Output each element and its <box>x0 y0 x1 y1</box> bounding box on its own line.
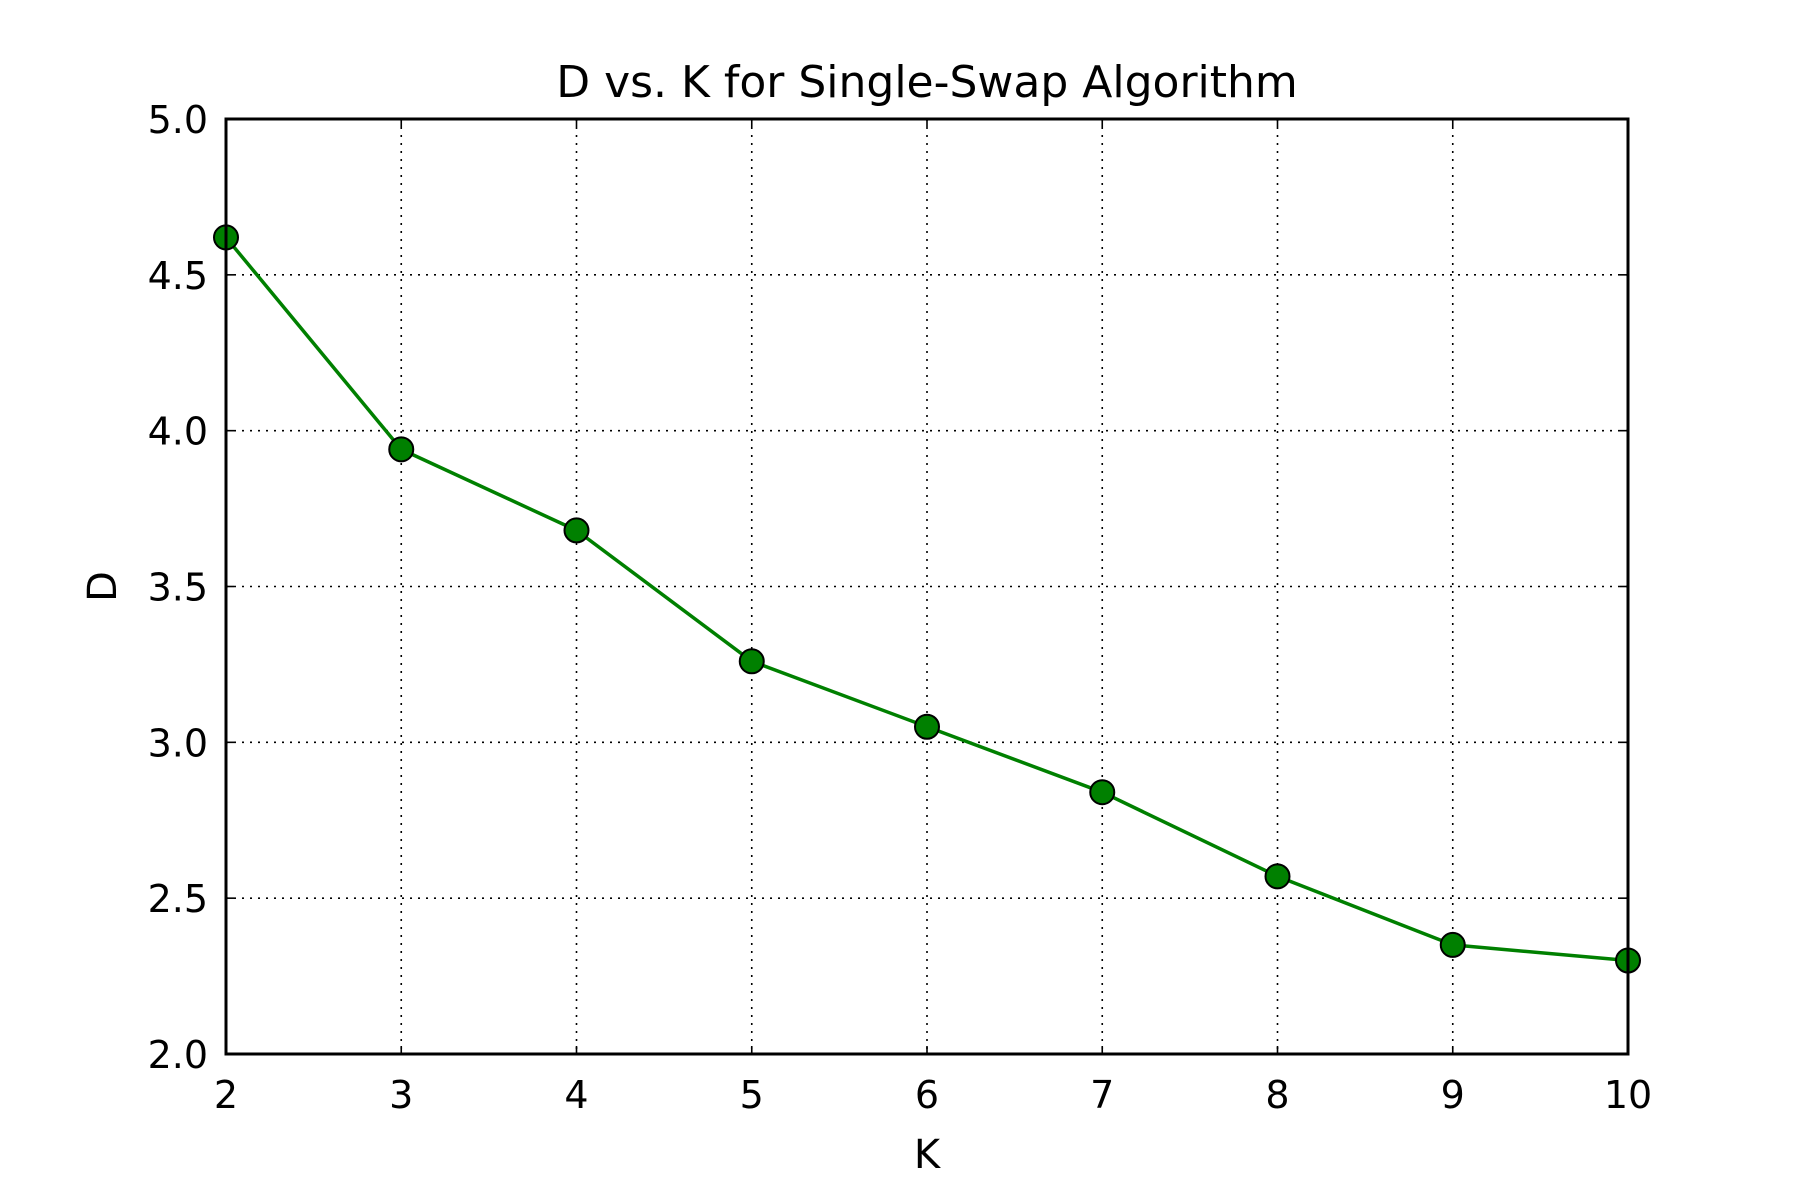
x-tick-label: 10 <box>1604 1073 1652 1117</box>
data-point <box>1089 779 1116 806</box>
x-tick-label: 3 <box>389 1073 413 1117</box>
y-tick-label: 2.0 <box>148 1033 208 1077</box>
series-line <box>224 236 1629 963</box>
x-tick-label: 2 <box>214 1073 238 1117</box>
y-tick-label: 4.5 <box>148 254 208 298</box>
data-point <box>1439 931 1466 958</box>
plot-frame <box>224 117 1630 1056</box>
data-point <box>388 436 415 463</box>
x-tick-label: 4 <box>564 1073 588 1117</box>
x-tick-label: 7 <box>1090 1073 1114 1117</box>
y-tick-label: 3.5 <box>148 566 208 610</box>
data-point <box>914 713 940 740</box>
tick-layer: 2 3 4 5 6 7 8 9 10 2.0 2.5 3.0 3.5 4.0 4.5 5.0 <box>148 98 1653 1117</box>
x-tick-label: 6 <box>915 1073 939 1117</box>
x-tick-label: 9 <box>1441 1073 1465 1117</box>
grid-layer <box>226 119 1628 1054</box>
y-tick-label: 3.0 <box>148 721 208 765</box>
series-layer <box>213 224 1641 974</box>
y-tick-label: 2.5 <box>148 877 208 921</box>
data-point <box>1264 863 1291 890</box>
x-tick-label: 5 <box>740 1073 764 1117</box>
x-axis-label: K <box>914 1132 942 1178</box>
y-tick-label: 5.0 <box>148 98 208 142</box>
data-point <box>563 517 590 544</box>
x-tick-label: 8 <box>1265 1073 1289 1117</box>
y-tick-label: 4.0 <box>148 410 208 454</box>
data-point <box>738 648 765 675</box>
chart-title: D vs. K for Single-Swap Algorithm <box>556 57 1298 108</box>
y-axis-label: D <box>80 571 126 602</box>
